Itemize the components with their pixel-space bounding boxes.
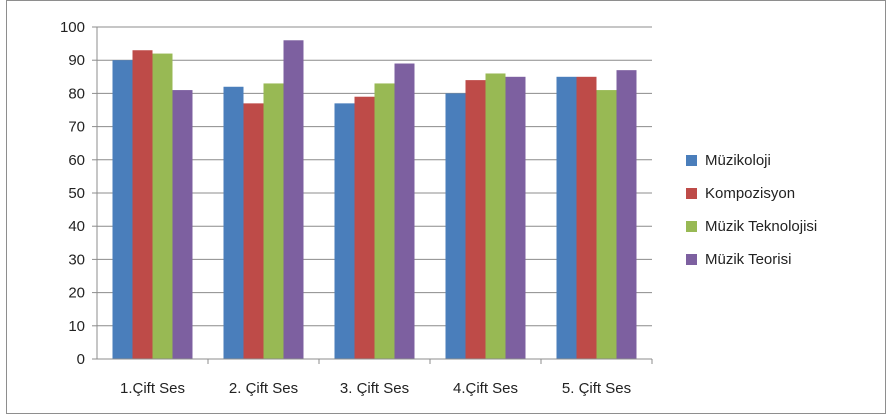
y-tick-label: 10 (68, 318, 85, 335)
bar (354, 96, 375, 359)
legend-label: Müzik Teknolojisi (705, 218, 817, 235)
y-tick-labels: 0 10 20 30 40 50 60 70 80 90 100 (60, 19, 85, 368)
legend-label: Müzik Teorisi (705, 251, 791, 268)
x-tick-label: 5. Çift Ses (562, 380, 631, 397)
y-tick-label: 20 (68, 285, 85, 302)
bar (465, 80, 486, 360)
x-tick-label: 4.Çift Ses (453, 380, 518, 397)
bar (505, 76, 526, 360)
x-tick-label: 3. Çift Ses (340, 380, 409, 397)
bar (334, 103, 355, 359)
bar (485, 73, 506, 359)
legend-swatch (686, 188, 697, 199)
y-tick-label: 40 (68, 218, 85, 235)
y-tick-label: 80 (68, 85, 85, 102)
y-tick-label: 90 (68, 52, 85, 69)
bar (223, 86, 244, 359)
y-tick-label: 100 (60, 19, 85, 36)
x-tick-label: 2. Çift Ses (229, 380, 298, 397)
bar (596, 90, 617, 359)
x-tick-labels: 1.Çift Ses 2. Çift Ses 3. Çift Ses 4.Çift S… (120, 380, 631, 397)
bars (112, 40, 637, 360)
legend-swatch (686, 254, 697, 265)
bar (616, 70, 637, 359)
bar (263, 83, 284, 359)
bar (172, 90, 193, 359)
y-tick-label: 60 (68, 152, 85, 169)
axes (92, 26, 653, 364)
bar (132, 50, 153, 360)
bar (445, 93, 466, 360)
y-tick-label: 30 (68, 251, 85, 268)
legend-label: Kompozisyon (705, 185, 795, 202)
y-tick-label: 70 (68, 119, 85, 136)
bar (556, 76, 577, 360)
x-tick-label: 1.Çift Ses (120, 380, 185, 397)
legend-label: Müzikoloji (705, 152, 771, 169)
legend-swatch (686, 221, 697, 232)
y-tick-label: 0 (77, 351, 85, 368)
bar (243, 103, 264, 359)
legend: Müzikoloji Kompozisyon Müzik Teknolojisi Mü… (686, 152, 817, 268)
bar (283, 40, 304, 359)
bar (152, 53, 173, 360)
legend-swatch (686, 155, 697, 166)
bar (576, 76, 597, 360)
y-tick-label: 50 (68, 185, 85, 202)
bar (112, 60, 133, 359)
bar (374, 83, 395, 359)
bar (394, 63, 415, 360)
